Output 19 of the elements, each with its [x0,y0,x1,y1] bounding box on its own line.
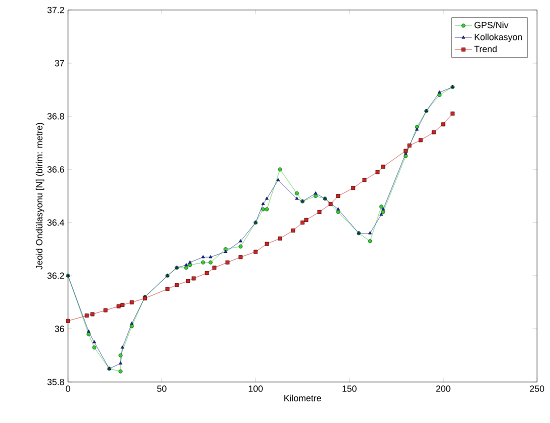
x-axis-title: Kilometre [284,394,322,402]
y-tick-label: 36.2 [47,272,64,279]
y-tick-label: 36.6 [47,166,64,173]
y-tick-label: 37 [54,60,64,66]
legend-label: Kollokasyon [474,34,522,42]
y-tick-label: 36 [54,326,64,332]
x-tick-label: 50 [157,386,166,392]
y-tick-label: 35.8 [47,378,64,386]
x-tick-label: 0 [66,386,70,392]
legend-label: Trend [474,46,497,52]
x-tick-label: 150 [342,386,357,392]
y-tick-label: 36.4 [47,219,64,226]
legend-label: GPS/Niv [474,22,508,28]
x-tick-label: 100 [248,386,263,392]
y-axis-title: Jeoid Ondülasyonu [N] (birim: metre) [36,122,44,270]
x-tick-label: 250 [530,386,544,392]
y-tick-label: 37.2 [47,6,64,14]
x-tick-label: 200 [436,386,450,392]
y-tick-label: 36.8 [47,113,64,120]
